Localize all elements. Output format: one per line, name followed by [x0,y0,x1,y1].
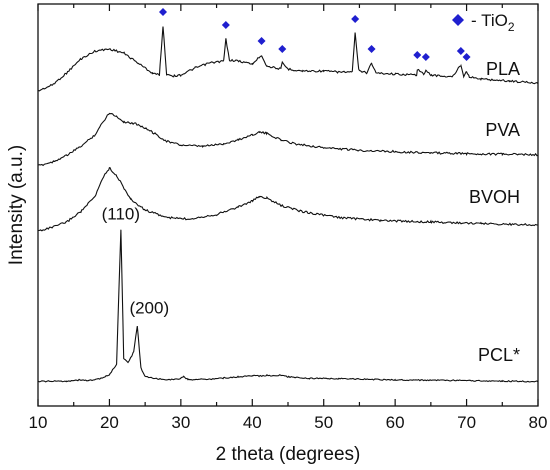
tio2-marker [278,45,287,53]
x-tick-label: 40 [243,413,262,432]
x-axis: 10 20 30 40 50 60 70 80 [29,4,548,432]
tio2-marker-layer [159,8,471,61]
series-label-pla: PLA [486,59,520,79]
x-tick-label: 50 [314,413,333,432]
x-tick-label: 80 [529,413,548,432]
series-line-pla [37,26,539,92]
tio2-marker [257,37,266,45]
tio2-marker [367,45,376,53]
series-label-bvoh: BVOH [469,187,520,207]
y-axis-title: Intensity (a.u.) [6,145,27,265]
x-tick-label: 10 [29,413,48,432]
tio2-marker [351,15,360,23]
tio2-marker [159,8,167,16]
series-label-pcl: PCL* [478,345,520,365]
x-tick-label: 30 [171,413,190,432]
x-tick-label: 60 [386,413,405,432]
series-layer [37,26,539,383]
series-line-pcl [37,229,539,383]
peak-label: (200) [129,299,169,318]
peak-label: (110) [102,205,140,224]
tio2-marker [421,53,430,61]
legend-diamond-icon [452,14,464,26]
x-tick-label: 70 [457,413,476,432]
tio2-marker [462,53,471,61]
tio2-marker [413,51,422,59]
x-tick-label: 20 [100,413,119,432]
legend: - TiO2 [452,11,515,34]
legend-label: - TiO2 [471,11,515,34]
tio2-marker [221,21,230,29]
series-line-bvoh [38,167,538,232]
x-axis-title: 2 theta (degrees) [216,444,361,465]
label-layer: PLA PVA BVOH PCL* (110) (200) [102,59,520,365]
series-label-pva: PVA [485,120,520,140]
plot-frame [37,3,539,407]
tio2-marker [456,47,465,55]
series-line-pva [37,112,539,167]
